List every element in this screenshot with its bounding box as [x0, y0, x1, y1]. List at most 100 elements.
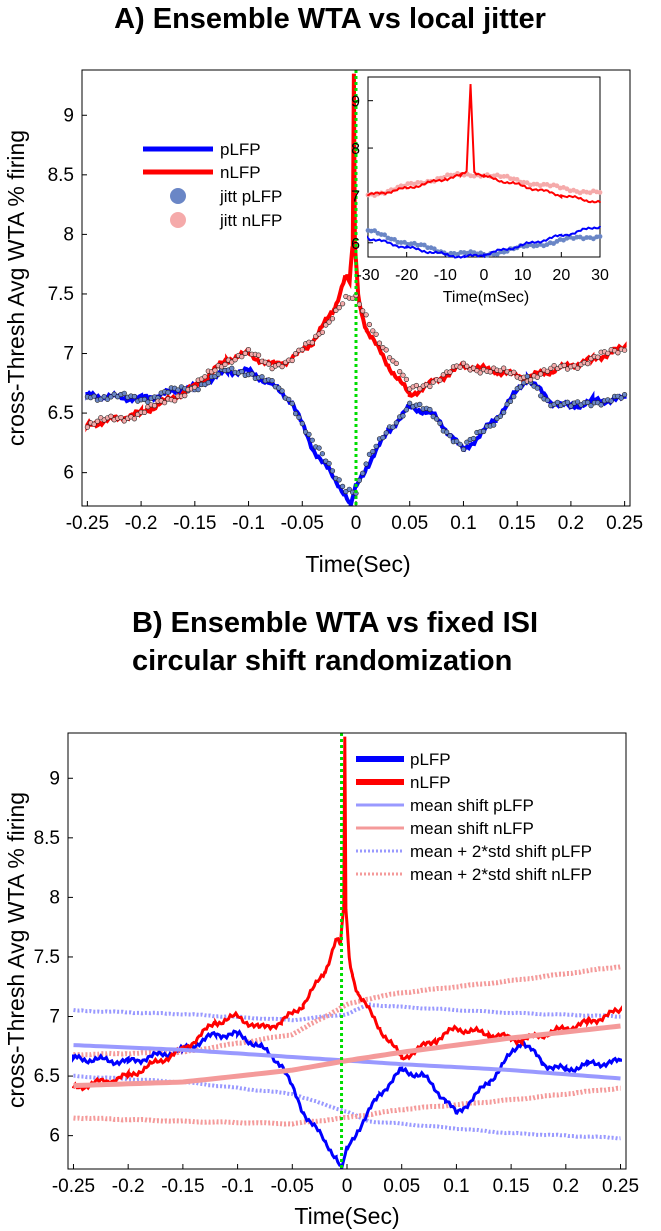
- inset-jitt-nlfp-point: [448, 172, 454, 178]
- jitt-nlfp-point: [427, 383, 433, 390]
- inset-background: [366, 74, 606, 264]
- jitt-nlfp-point: [387, 355, 393, 361]
- panel-b-xlabel: Time(Sec): [294, 1203, 399, 1229]
- jitt-nlfp-point: [487, 369, 493, 375]
- jitt-nlfp-point: [84, 424, 90, 430]
- panel-b-xtick-label: 0.25: [602, 1176, 639, 1197]
- jitt-nlfp-point: [222, 361, 228, 368]
- jitt-nlfp-point: [266, 361, 272, 367]
- inset-ytick-label: 8: [351, 141, 360, 158]
- panel-a-ytick-label: 7.5: [48, 284, 74, 305]
- jitt-plfp-point: [316, 445, 322, 451]
- inset-plot: -30 -20 -10 0 10 20 30 6 7 8 9: [351, 76, 609, 284]
- jitt-plfp-point: [293, 411, 299, 417]
- jitt-nlfp-point: [548, 365, 554, 371]
- jitt-nlfp-point: [293, 351, 299, 357]
- jitt-nlfp-point: [527, 377, 534, 383]
- jitt-plfp-point: [289, 400, 295, 407]
- jitt-nlfp-point: [534, 374, 540, 380]
- inset-jitt-plfp-point: [398, 240, 404, 245]
- jitt-plfp-point: [299, 421, 305, 427]
- legend-label-jitt-nlfp: jitt nLFP: [219, 211, 282, 230]
- jitt-nlfp-point: [151, 403, 158, 409]
- jitt-plfp-point: [111, 391, 117, 397]
- jitt-plfp-point: [434, 416, 440, 422]
- jitt-plfp-point: [403, 407, 410, 413]
- inset-xtick-label: -20: [395, 267, 418, 284]
- jitt-nlfp-point: [232, 357, 238, 363]
- inset-xtick-label: -10: [434, 267, 457, 284]
- panel-b-ytick-label: 8.5: [34, 828, 60, 849]
- inset-jitt-plfp-point: [494, 251, 500, 257]
- jitt-plfp-point: [215, 371, 221, 377]
- jitt-nlfp-point: [299, 347, 305, 353]
- jitt-plfp-point: [460, 446, 467, 453]
- legend-b-label-std-nlfp: mean + 2*std shift nLFP: [410, 865, 592, 884]
- legend-b-label-mean-shift-nlfp: mean shift nLFP: [410, 819, 534, 838]
- panel-b-title-line-1: B) Ensemble WTA vs fixed ISI: [132, 607, 538, 639]
- panel-b-axes-box: [67, 732, 627, 1170]
- jitt-nlfp-point: [460, 360, 467, 366]
- panel-b-ylabel: cross-Thresh Avg WTA % firing: [3, 792, 29, 1108]
- jitt-plfp-point: [574, 399, 581, 405]
- inset-jitt-nlfp-point: [504, 173, 510, 179]
- jitt-plfp-point: [390, 424, 396, 430]
- jitt-plfp-point: [279, 388, 285, 394]
- jitt-nlfp-point: [621, 347, 628, 353]
- jitt-plfp-point: [470, 435, 477, 442]
- panel-b-xtick-label: 0.05: [383, 1176, 420, 1197]
- jitt-nlfp-point: [239, 354, 245, 360]
- panel-b-title-line-2: circular shift randomization: [132, 645, 512, 677]
- panel-b-ytick-label: 8: [49, 887, 60, 908]
- legend-b-label-mean-shift-plfp: mean shift pLFP: [410, 796, 534, 815]
- inset-jitt-plfp-point: [597, 234, 603, 239]
- inset-jitt-plfp-point: [382, 232, 387, 238]
- jitt-plfp-point: [195, 387, 201, 393]
- panel-a-xtick-label: -0.1: [232, 513, 265, 534]
- jitt-plfp-point: [363, 461, 369, 467]
- jitt-plfp-point: [108, 394, 114, 400]
- inset-ytick-label: 7: [351, 188, 360, 205]
- jitt-plfp-point: [309, 437, 315, 443]
- jitt-plfp-point: [296, 414, 302, 421]
- jitt-nlfp-point: [94, 418, 100, 424]
- inset-ytick-label: 9: [351, 94, 360, 111]
- panel-a-ytick-label: 9: [63, 105, 74, 126]
- inset-xtick-label: 30: [591, 267, 609, 284]
- jitt-plfp-point: [564, 399, 571, 405]
- jitt-nlfp-point: [182, 393, 188, 399]
- jitt-plfp-point: [383, 430, 389, 436]
- std-nlfp-upper-line: [73, 964, 621, 1058]
- jitt-nlfp-point: [370, 328, 376, 334]
- panel-a-xtick-label: 0.1: [450, 513, 476, 534]
- inset-xtick-label: 10: [514, 267, 532, 284]
- jitt-plfp-point: [621, 392, 628, 398]
- jitt-nlfp-point: [585, 361, 591, 367]
- jitt-nlfp-point: [447, 369, 453, 375]
- jitt-nlfp-point: [289, 357, 295, 364]
- jitt-plfp-point: [507, 398, 514, 405]
- jitt-nlfp-point: [574, 365, 581, 371]
- panel-a-ytick-label: 6: [63, 463, 74, 484]
- jitt-plfp-point: [538, 393, 544, 399]
- jitt-nlfp-point: [615, 350, 621, 356]
- panel-b-ytick-label: 6.5: [34, 1066, 60, 1087]
- panel-a-xlabel: Time(Sec): [305, 551, 410, 577]
- jitt-plfp-point: [511, 394, 517, 400]
- jitt-plfp-point: [276, 385, 282, 391]
- jitt-plfp-point: [393, 420, 399, 426]
- jitt-nlfp-point: [373, 331, 379, 337]
- jitt-plfp-point: [306, 431, 312, 438]
- panel-a-xtick-label: -0.2: [125, 513, 158, 534]
- jitt-nlfp-point: [551, 363, 557, 369]
- jitt-plfp-point: [618, 395, 624, 401]
- inset-jitt-plfp-point: [421, 242, 427, 248]
- jitt-nlfp-point: [464, 363, 470, 369]
- panel-a-plot: -0.25 -0.2 -0.15 -0.1 -0.05 0 0.05 0.1 0.15 0.2 0.…: [48, 70, 643, 534]
- jitt-plfp-point: [444, 429, 450, 435]
- inset-jitt-plfp-point: [584, 235, 590, 240]
- panel-a-xtick-label: 0.15: [499, 513, 536, 534]
- panel-a-ylabel: cross-Thresh Avg WTA % firing: [3, 130, 29, 446]
- jitt-plfp-point: [346, 486, 352, 492]
